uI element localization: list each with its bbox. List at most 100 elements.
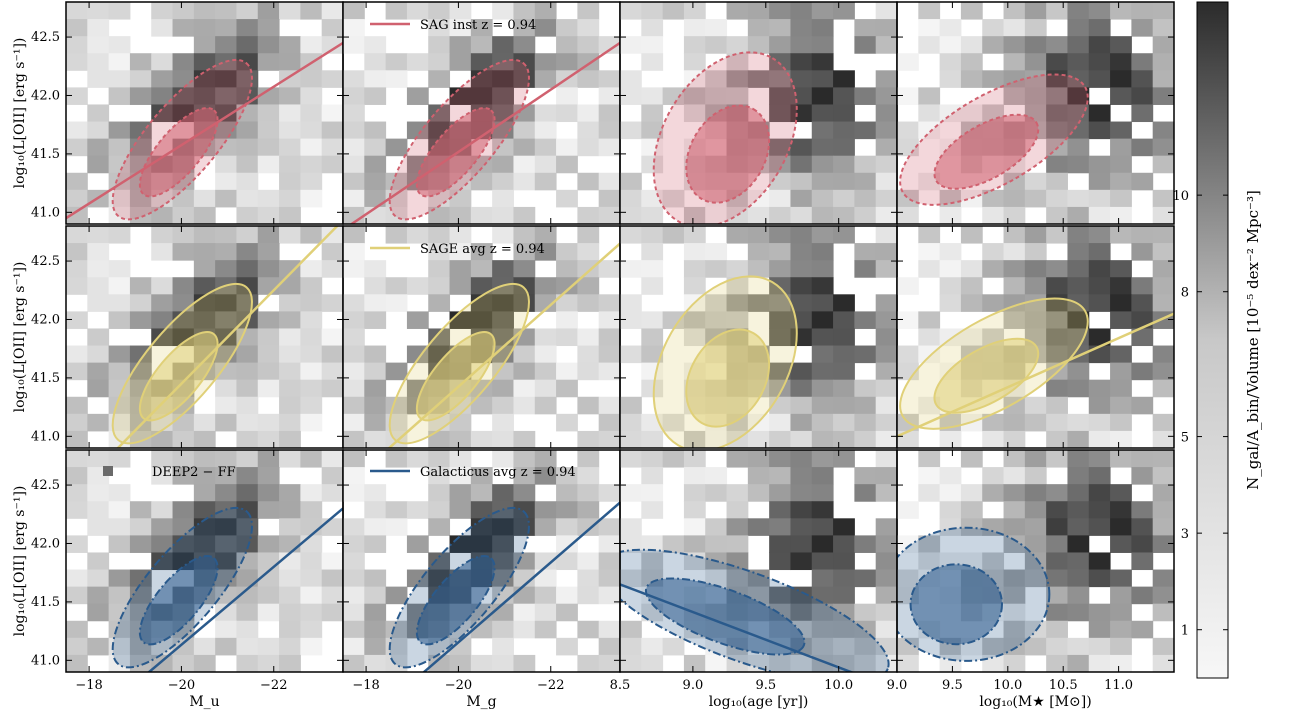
heatmap-cell: [492, 396, 514, 415]
heatmap-cell: [833, 226, 855, 244]
heatmap-cell: [577, 586, 600, 605]
heatmap-cell: [300, 379, 323, 398]
heatmap-cell: [321, 2, 343, 20]
heatmap-cell: [811, 172, 834, 191]
heatmap-cell: [833, 138, 855, 157]
heatmap-cell: [492, 189, 514, 208]
heatmap-cell: [811, 328, 834, 347]
heatmap-cell: [939, 430, 962, 448]
heatmap-cell: [705, 535, 728, 553]
heatmap-cell: [534, 172, 557, 191]
heatmap-cell: [1024, 569, 1047, 588]
heatmap-cell: [151, 311, 174, 329]
heatmap-cell: [236, 19, 259, 37]
heatmap-cell: [875, 413, 897, 432]
heatmap-cell: [811, 345, 834, 364]
heatmap-cell: [1024, 260, 1047, 278]
heatmap-cell: [172, 87, 195, 105]
heatmap-cell: [129, 586, 152, 605]
heatmap-cell: [257, 260, 280, 278]
heatmap-cell: [449, 484, 472, 502]
heatmap-cell: [556, 311, 578, 329]
heatmap-cell: [598, 535, 620, 553]
heatmap-cell: [364, 138, 387, 157]
heatmap-cell: [641, 121, 664, 140]
heatmap-cell: [513, 206, 536, 224]
heatmap-cell: [300, 226, 323, 244]
heatmap-cell: [321, 226, 343, 244]
heatmap-cell: [193, 53, 216, 71]
heatmap-cell: [1131, 396, 1154, 415]
heatmap-cell: [1088, 36, 1111, 54]
panel-r2-c4: [896, 225, 1175, 449]
x-tick-label: 9.0: [887, 678, 908, 693]
heatmap-cell: [364, 345, 387, 364]
heatmap-cell: [598, 189, 620, 208]
heatmap-cell: [833, 518, 855, 536]
heatmap-cell: [854, 654, 877, 672]
heatmap-cell: [1088, 450, 1111, 468]
panel-r3-c3: 8.5 9.0 9.5 10.0 log₁₀(age [yr]): [610, 449, 898, 710]
heatmap-cell: [833, 430, 855, 448]
heatmap-cell: [1003, 535, 1026, 553]
heatmap-cell: [1110, 501, 1132, 519]
heatmap-cell: [897, 121, 919, 140]
heatmap-cell: [300, 2, 323, 20]
heatmap-cell: [1152, 87, 1174, 105]
heatmap-cell: [534, 501, 557, 519]
heatmap-cell: [534, 552, 557, 571]
y-tick-label: 42.0: [31, 312, 60, 327]
heatmap-cell: [811, 450, 834, 468]
heatmap-cell: [1067, 189, 1090, 208]
heatmap-cell: [683, 2, 706, 20]
heatmap-cell: [279, 484, 301, 502]
heatmap-cell: [833, 104, 855, 123]
heatmap-cell: [1046, 450, 1068, 468]
heatmap-cell: [492, 603, 514, 622]
heatmap-cell: [747, 19, 770, 37]
heatmap-cell: [492, 450, 514, 468]
heatmap-cell: [811, 155, 834, 174]
fit-line: [387, 242, 620, 448]
heatmap-cell: [343, 467, 365, 485]
heatmap-cell: [726, 484, 749, 502]
heatmap-cell: [683, 535, 706, 553]
heatmap-cell: [875, 138, 897, 157]
heatmap-cell: [513, 552, 536, 571]
heatmap-cell: [1152, 413, 1174, 432]
heatmap-cell: [236, 413, 259, 432]
heatmap-cell: [683, 328, 706, 347]
heatmap-cell: [343, 654, 365, 672]
heatmap-cell: [1067, 379, 1090, 398]
heatmap-cell: [556, 155, 578, 174]
heatmap-cell: [470, 654, 493, 672]
heatmap-cell: [87, 36, 110, 54]
heatmap-cell: [811, 501, 834, 519]
heatmap-cell: [343, 552, 365, 571]
heatmap-cell: [662, 413, 685, 432]
heatmap-cell: [577, 620, 600, 639]
heatmap-cell: [492, 345, 514, 364]
heatmap-cell: [193, 243, 216, 261]
heatmap-cell: [705, 569, 728, 588]
heatmap-cell: [641, 552, 664, 571]
heatmap-cell: [875, 654, 897, 672]
heatmap-cell: [1152, 206, 1174, 224]
heatmap-cell: [939, 206, 962, 224]
heatmap-cell: [1110, 172, 1132, 191]
heatmap-cell: [406, 535, 429, 553]
heatmap-cell: [960, 277, 983, 295]
fit-line: [349, 41, 620, 224]
heatmap-cell: [875, 206, 897, 224]
heatmap-cell: [641, 155, 664, 174]
heatmap-cell: [364, 569, 387, 588]
heatmap-cell: [747, 2, 770, 20]
heatmap-cell: [1046, 277, 1068, 295]
heatmap-cell: [726, 501, 749, 519]
heatmap-cell: [364, 294, 387, 312]
heatmap-cell: [875, 2, 897, 20]
heatmap-cell: [960, 294, 983, 312]
heatmap-cell: [279, 654, 301, 672]
heatmap-cell: [1110, 484, 1132, 502]
heatmap-cell: [66, 206, 88, 224]
